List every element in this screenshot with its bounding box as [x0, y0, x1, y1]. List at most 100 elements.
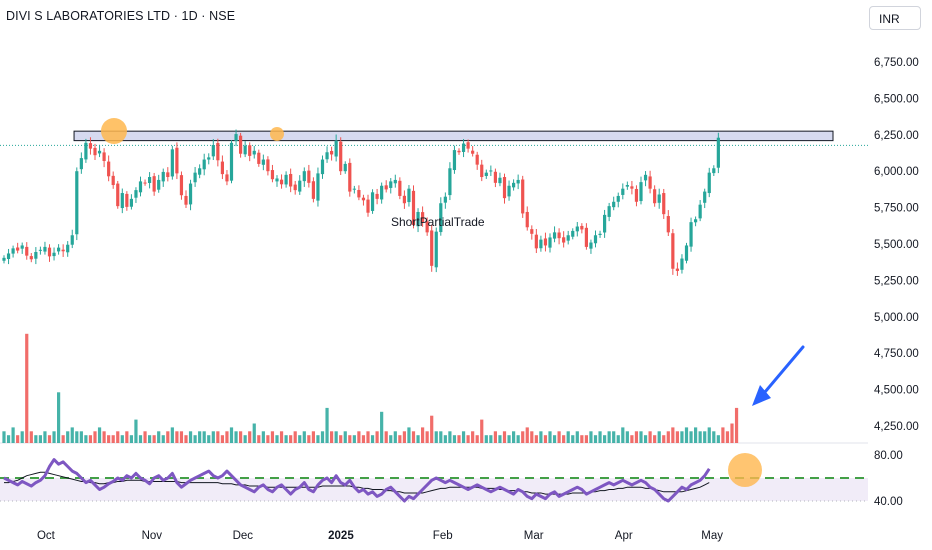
candle [689, 217, 693, 252]
candle-body [489, 170, 493, 172]
candle-body [161, 171, 165, 182]
volume-bar [6, 435, 11, 443]
time-tick-label: Mar [524, 530, 544, 542]
candle [234, 129, 238, 147]
volume-bar [320, 431, 325, 443]
candle-body [239, 135, 243, 154]
volume-bar [229, 427, 234, 443]
candle [116, 180, 120, 209]
volume-bar [211, 431, 215, 443]
candle-body [88, 143, 93, 149]
candle [343, 161, 347, 174]
volume-bar [179, 431, 184, 443]
volume-bar [261, 431, 265, 443]
candle [316, 167, 320, 207]
volume-bar [707, 427, 711, 443]
volume-bar [603, 435, 607, 443]
arrow-shaft [763, 345, 805, 394]
currency-selector[interactable]: INR [869, 6, 921, 30]
volume-bar [716, 435, 720, 443]
candle [148, 172, 152, 189]
candle-body [52, 252, 56, 257]
candle-body [675, 268, 679, 271]
candle [202, 153, 206, 176]
candle [75, 167, 79, 241]
candle-body [343, 163, 347, 172]
candle-body [402, 195, 406, 204]
volume-bar [248, 431, 252, 443]
candle [703, 188, 707, 209]
volume-bar [389, 435, 393, 443]
candle [621, 183, 625, 200]
candle-body [634, 188, 639, 202]
volume-bar [20, 431, 24, 443]
candle-body [116, 183, 120, 207]
volume-bar [38, 435, 42, 443]
candle [66, 241, 70, 257]
candle-body [348, 162, 352, 192]
candle-body [452, 150, 457, 171]
volume-bar [639, 431, 643, 443]
volume-bar [93, 431, 97, 443]
candle-body [502, 177, 507, 199]
candle-body [270, 170, 275, 180]
candle [129, 194, 133, 210]
rsi-breakout-marker [728, 453, 762, 487]
candle [52, 247, 56, 261]
volume-bar [148, 435, 152, 443]
candle [270, 164, 275, 183]
candle [562, 231, 566, 248]
candle-body [70, 235, 74, 245]
candle [102, 148, 106, 168]
candle [671, 229, 675, 275]
candle-body [493, 171, 497, 183]
candle-body [257, 152, 261, 164]
candle [143, 179, 147, 186]
markers [101, 118, 805, 487]
volume-bar [70, 427, 74, 443]
volume-bar [107, 435, 111, 443]
candle [443, 192, 447, 209]
touch-marker [270, 127, 284, 141]
candle-body [398, 180, 402, 196]
candle-body [480, 164, 484, 178]
candle [557, 228, 561, 245]
time-tick-label: Feb [433, 530, 453, 542]
candle-body [275, 178, 279, 182]
candle-body [443, 196, 447, 203]
volume-bar [16, 435, 20, 443]
candle-body [207, 157, 211, 160]
volume-bar [616, 435, 620, 443]
candle [47, 244, 52, 262]
candle-body [643, 174, 648, 181]
volume-bar [721, 427, 725, 443]
volume-bar [448, 431, 452, 443]
volume-bar [521, 431, 525, 443]
volume-bar [2, 431, 6, 443]
price-tick-label: 4,250.00 [874, 421, 919, 433]
volume-bar [471, 431, 475, 443]
candle [643, 171, 648, 187]
candle [25, 242, 29, 260]
candle-body [93, 147, 97, 156]
price-tick-label: 6,750.00 [874, 57, 919, 69]
candle [302, 167, 306, 187]
candle [107, 155, 111, 182]
candle-body [430, 230, 434, 266]
candle-body [157, 179, 161, 190]
volume-bar [370, 435, 375, 443]
candle [498, 172, 502, 187]
candle-body [530, 229, 534, 234]
candle [493, 168, 497, 188]
candle-body [466, 142, 470, 149]
candle-body [143, 182, 147, 184]
candle [111, 171, 115, 189]
candle-body [320, 159, 325, 175]
candle [229, 140, 234, 184]
candle [11, 245, 15, 258]
volume-bar [484, 435, 488, 443]
candle [248, 142, 252, 162]
candle [539, 235, 543, 252]
candle [684, 242, 689, 264]
